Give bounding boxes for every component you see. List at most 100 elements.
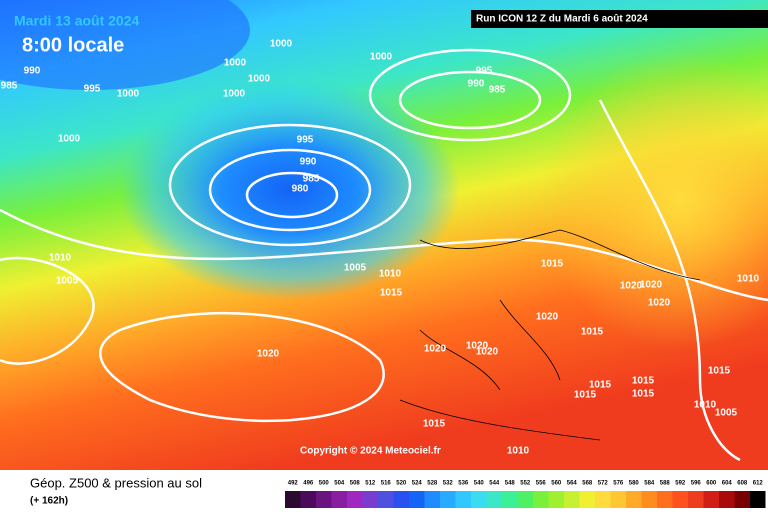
- legend-swatch: [409, 491, 425, 508]
- legend-swatch: [719, 491, 735, 508]
- legend-label: 612: [753, 481, 764, 487]
- legend-label: 564: [567, 481, 578, 487]
- legend-swatch: [734, 491, 750, 508]
- isobar-label: 1015: [581, 327, 604, 338]
- isobar: [245, 171, 339, 219]
- isobar-label: 1015: [708, 366, 731, 377]
- isobars: [0, 48, 768, 462]
- isobar: [0, 256, 95, 365]
- legend-label: 568: [582, 481, 593, 487]
- legend-label: 580: [629, 481, 640, 487]
- legend-label: 604: [722, 481, 733, 487]
- isobar-label: 990: [468, 79, 485, 90]
- legend-swatch: [393, 491, 409, 508]
- legend-swatch: [455, 491, 471, 508]
- legend-swatch: [579, 491, 595, 508]
- date: Mardi 13 août 2024: [14, 13, 139, 29]
- isobar-label: 1015: [423, 419, 446, 430]
- legend-swatch: [610, 491, 626, 508]
- isobar-label: 1015: [380, 288, 403, 299]
- legend-label: 500: [319, 481, 330, 487]
- coastline: [399, 229, 701, 441]
- isobar-label: 985: [303, 174, 320, 185]
- isobar-label: 1005: [344, 263, 367, 274]
- isobar-label: 1020: [424, 344, 447, 355]
- legend-label: 512: [365, 481, 376, 487]
- isobar-label: 995: [84, 84, 101, 95]
- legend-swatch: [347, 491, 363, 508]
- isobar: [598, 99, 741, 462]
- legend-label: 600: [706, 481, 717, 487]
- isobar-label: 1000: [370, 52, 393, 63]
- isobar-label: 990: [24, 66, 41, 77]
- legend-label: 584: [644, 481, 655, 487]
- isobar-label: 1015: [541, 259, 564, 270]
- field-blob: [0, 0, 250, 90]
- legend-swatch: [502, 491, 518, 508]
- isobar-label: 1010: [507, 446, 530, 457]
- legend-swatch: [533, 491, 549, 508]
- isobar-label: 995: [476, 66, 493, 77]
- legend-label: 528: [427, 481, 438, 487]
- legend-swatch: [672, 491, 688, 508]
- legend-label: 496: [303, 481, 314, 487]
- legend-label: 524: [412, 481, 423, 487]
- local-time: 8:00 locale: [22, 34, 124, 56]
- legend-label: 552: [520, 481, 531, 487]
- legend-label: 492: [288, 481, 299, 487]
- isobar-label: 1000: [58, 134, 81, 145]
- legend-label: 520: [396, 481, 407, 487]
- legend-label: 516: [381, 481, 392, 487]
- isobar-label: 1010: [379, 269, 402, 280]
- legend-label: 504: [334, 481, 345, 487]
- coastlines: [399, 229, 701, 441]
- isobar-label: 1015: [589, 380, 612, 391]
- footer-title: Géop. Z500 & pression au sol: [30, 475, 202, 490]
- isobar-label: 1020: [536, 312, 559, 323]
- isobar-label: 1010: [737, 274, 760, 285]
- legend-label: 588: [660, 481, 671, 487]
- legend-label: 572: [598, 481, 609, 487]
- isobar-label: 1010: [694, 400, 717, 411]
- legend-swatch: [440, 491, 456, 508]
- isobar-label: 985: [1, 81, 18, 92]
- legend-label: 596: [691, 481, 702, 487]
- legend-label: 556: [536, 481, 547, 487]
- legend-label: 548: [505, 481, 516, 487]
- legend-swatch: [424, 491, 440, 508]
- legend-swatch: [517, 491, 533, 508]
- isobar: [168, 123, 412, 247]
- legend-swatch: [316, 491, 332, 508]
- legend-label: 508: [350, 481, 361, 487]
- isobar-label: 1000: [270, 39, 293, 50]
- isobar: [99, 311, 385, 423]
- legend-label: 560: [551, 481, 562, 487]
- legend-swatch: [300, 491, 316, 508]
- legend-label: 540: [474, 481, 485, 487]
- run-box: [471, 10, 768, 28]
- isobar-label: 985: [489, 85, 506, 96]
- isobar: [368, 48, 572, 142]
- isobar-label: 1010: [49, 253, 72, 264]
- isobar-label: 1000: [223, 89, 246, 100]
- legend-label: 532: [443, 481, 454, 487]
- isobar-label: 1005: [715, 408, 738, 419]
- lead-time: (+ 162h): [30, 496, 68, 507]
- isobar-label: 1020: [620, 281, 643, 292]
- isobar-label: 1020: [476, 347, 499, 358]
- low-pressure-blob: [120, 80, 460, 300]
- legend-swatch: [564, 491, 580, 508]
- legend-label: 608: [737, 481, 748, 487]
- legend-swatch: [703, 491, 719, 508]
- isobar-label: 980: [292, 184, 309, 195]
- isobar-label: 995: [297, 135, 314, 146]
- isobar-label: 1000: [117, 89, 140, 100]
- isobar-label: 1000: [248, 74, 271, 85]
- legend-swatch: [688, 491, 704, 508]
- isobar-label: 1020: [466, 341, 489, 352]
- isobar-label: 1015: [632, 376, 655, 387]
- legend-swatch: [331, 491, 347, 508]
- legend-swatch: [641, 491, 657, 508]
- isobar-label: 1015: [574, 390, 597, 401]
